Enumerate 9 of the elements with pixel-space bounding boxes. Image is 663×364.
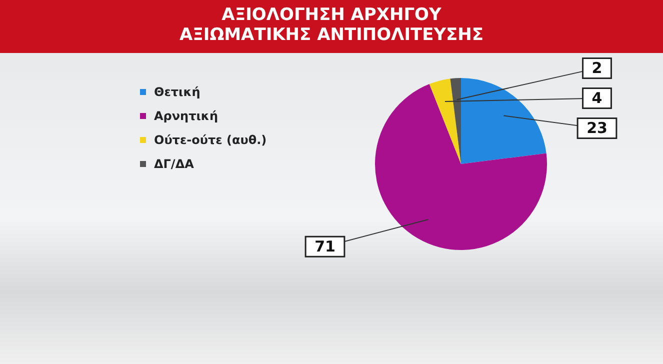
data-label: 71 [314,238,336,256]
legend-label: Θετική [154,85,200,99]
legend-label: Αρνητική [154,109,218,123]
data-label: 23 [586,119,608,138]
chart-title: ΑΞΙΟΛΟΓΗΣΗ ΑΡΧΗΓΟΥ ΑΞΙΩΜΑΤΙΚΗΣ ΑΝΤΙΠΟΛΙΤΕΥΣΗΣ [0,0,663,53]
data-label: 4 [592,89,602,108]
legend-label: ΔΓ/ΔΑ [154,157,194,171]
data-label: 2 [592,59,602,78]
legend-label: Ούτε-ούτε (αυθ.) [154,133,267,147]
